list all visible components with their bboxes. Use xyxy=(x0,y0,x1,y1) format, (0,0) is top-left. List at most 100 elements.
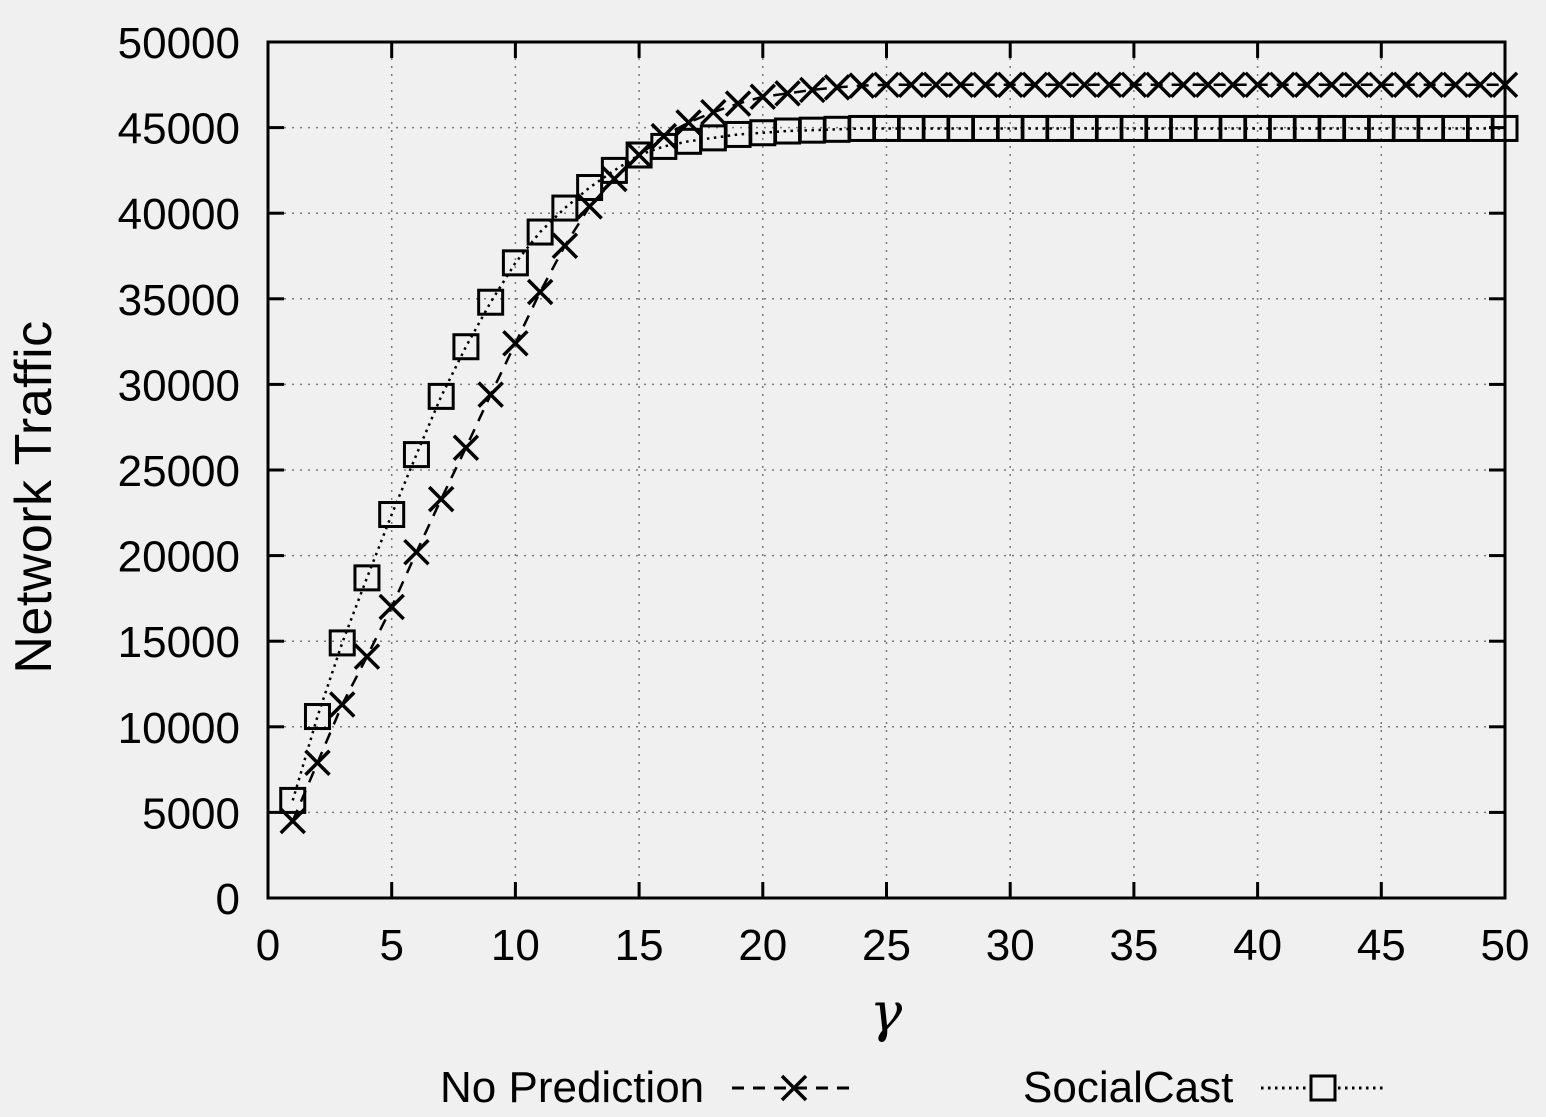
series-marker-no-prediction xyxy=(972,71,999,99)
x-marker-icon xyxy=(780,1074,808,1102)
series-marker-no-prediction xyxy=(1467,71,1494,99)
y-tick-label: 20000 xyxy=(118,533,240,582)
legend-entry-no-prediction: No Prediction xyxy=(440,1064,858,1112)
series-marker-socialcast xyxy=(501,249,529,277)
series-marker-no-prediction xyxy=(724,90,752,117)
y-tick-label: 45000 xyxy=(118,105,240,154)
series-marker-no-prediction xyxy=(947,71,974,99)
series-marker-no-prediction xyxy=(898,71,925,99)
series-marker-no-prediction xyxy=(403,538,430,566)
series-marker-no-prediction xyxy=(1170,71,1197,99)
x-tick-label: 25 xyxy=(862,921,911,970)
series-marker-no-prediction xyxy=(1244,71,1271,99)
series-marker-no-prediction xyxy=(601,165,628,193)
series-marker-no-prediction xyxy=(873,71,900,99)
series-marker-socialcast xyxy=(576,174,604,202)
x-tick-label: 5 xyxy=(379,921,403,970)
y-tick-label: 30000 xyxy=(118,361,240,410)
series-marker-socialcast xyxy=(279,786,307,814)
x-tick-label: 45 xyxy=(1357,921,1406,970)
series-marker-socialcast xyxy=(551,194,579,222)
series-marker-no-prediction xyxy=(1071,71,1098,99)
series-marker-no-prediction xyxy=(551,232,579,259)
series-marker-no-prediction xyxy=(799,76,826,104)
x-tick-label: 50 xyxy=(1481,921,1530,970)
y-tick-label: 0 xyxy=(216,875,240,924)
series-marker-no-prediction xyxy=(477,381,504,408)
series-marker-no-prediction xyxy=(1442,71,1469,99)
series-marker-no-prediction xyxy=(1343,71,1370,99)
series-line-socialcast xyxy=(291,127,1505,801)
series-marker-no-prediction xyxy=(304,749,331,776)
series-marker-no-prediction xyxy=(576,193,603,220)
legend-label-no-prediction: No Prediction xyxy=(440,1063,705,1112)
series-marker-socialcast xyxy=(378,501,406,529)
series-marker-socialcast xyxy=(303,703,331,731)
x-tick-label: 15 xyxy=(615,921,664,970)
y-tick-label: 25000 xyxy=(118,447,240,496)
series-marker-no-prediction xyxy=(1368,71,1395,99)
square-marker-icon xyxy=(1309,1074,1337,1102)
y-tick-label: 50000 xyxy=(118,19,240,68)
series-marker-socialcast xyxy=(328,629,356,657)
series-marker-socialcast xyxy=(600,156,628,184)
series-marker-no-prediction xyxy=(1021,71,1049,99)
series-marker-socialcast xyxy=(402,441,430,469)
legend-entry-socialcast: SocialCast xyxy=(1023,1064,1387,1112)
y-tick-label: 40000 xyxy=(118,190,240,239)
x-tick-label: 0 xyxy=(256,921,280,970)
series-marker-socialcast xyxy=(1491,114,1519,142)
y-tick-label: 5000 xyxy=(142,789,240,838)
series-marker-no-prediction xyxy=(1318,71,1346,99)
series-marker-no-prediction xyxy=(452,434,480,461)
y-axis-title: Network Traffic xyxy=(5,320,63,674)
series-marker-no-prediction xyxy=(526,278,554,306)
series-marker-no-prediction xyxy=(922,71,950,99)
x-tick-label: 30 xyxy=(986,921,1035,970)
x-axis-title: γ xyxy=(869,980,903,1044)
series-marker-no-prediction xyxy=(996,71,1024,99)
y-tick-label: 10000 xyxy=(118,704,240,753)
series-marker-no-prediction xyxy=(774,80,801,107)
y-tick-label: 15000 xyxy=(118,618,240,667)
x-tick-label: 20 xyxy=(738,921,787,970)
series-marker-no-prediction xyxy=(1491,71,1519,99)
x-tick-label: 35 xyxy=(1109,921,1158,970)
series-marker-socialcast xyxy=(1194,114,1222,142)
series-marker-no-prediction xyxy=(427,485,455,513)
series-marker-no-prediction xyxy=(749,83,777,111)
series-marker-no-prediction xyxy=(1219,71,1247,99)
series-marker-no-prediction xyxy=(1293,71,1321,99)
series-marker-no-prediction xyxy=(1392,71,1420,99)
series-marker-no-prediction xyxy=(1145,71,1172,99)
legend-sample-socialcast xyxy=(1261,1074,1386,1102)
series-marker-socialcast xyxy=(477,288,505,316)
series-marker-socialcast xyxy=(452,333,480,361)
series-marker-no-prediction xyxy=(848,72,875,99)
series-marker-socialcast xyxy=(774,117,802,145)
series-marker-no-prediction xyxy=(1194,71,1222,99)
series-marker-no-prediction xyxy=(1417,71,1445,99)
series-line-no-prediction xyxy=(291,83,1505,822)
series-marker-socialcast xyxy=(1244,114,1272,142)
series-marker-no-prediction xyxy=(650,122,678,150)
series-marker-no-prediction xyxy=(1269,71,1296,99)
legend-sample-no-prediction xyxy=(732,1074,857,1102)
series-marker-socialcast xyxy=(526,218,554,246)
x-tick-label: 40 xyxy=(1233,921,1282,970)
series-marker-no-prediction xyxy=(1120,71,1148,99)
series-marker-socialcast xyxy=(353,564,381,592)
series-marker-socialcast xyxy=(922,114,950,142)
series-marker-no-prediction xyxy=(675,109,702,136)
series-marker-socialcast xyxy=(823,115,851,143)
y-tick-label: 35000 xyxy=(118,276,240,325)
series-marker-no-prediction xyxy=(353,643,381,670)
series-marker-no-prediction xyxy=(328,691,356,718)
series-marker-no-prediction xyxy=(1095,71,1123,99)
x-tick-label: 10 xyxy=(491,921,540,970)
legend-label-socialcast: SocialCast xyxy=(1023,1063,1234,1112)
series-marker-no-prediction xyxy=(823,74,851,101)
series-marker-socialcast xyxy=(873,114,900,142)
